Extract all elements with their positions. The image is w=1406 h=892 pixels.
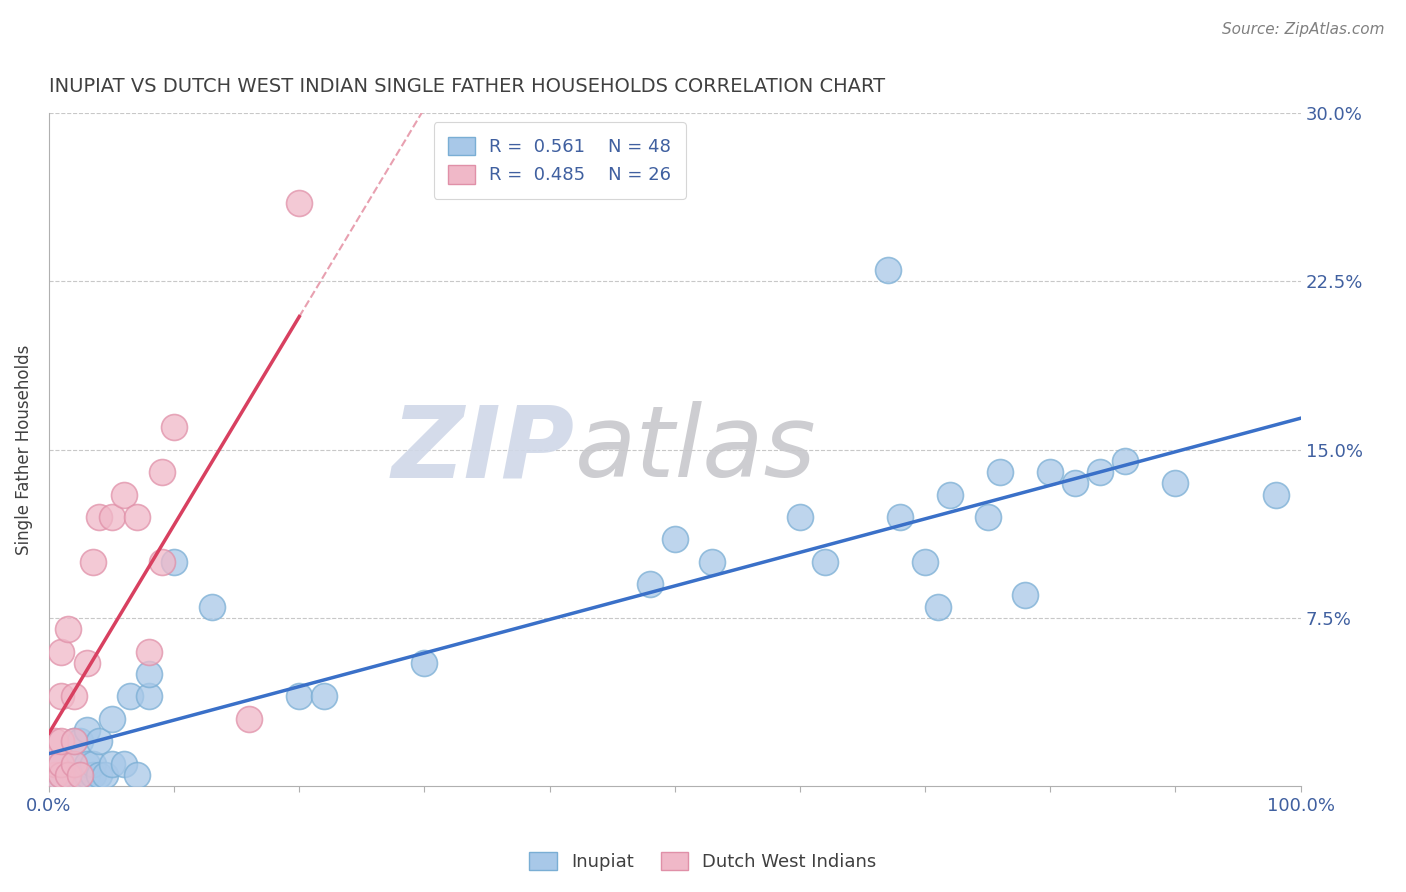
Point <box>876 263 898 277</box>
Point <box>702 555 724 569</box>
Point <box>87 768 110 782</box>
Point <box>87 510 110 524</box>
Point <box>1090 465 1112 479</box>
Point <box>927 599 949 614</box>
Point <box>914 555 936 569</box>
Text: Source: ZipAtlas.com: Source: ZipAtlas.com <box>1222 22 1385 37</box>
Point <box>82 555 104 569</box>
Text: INUPIAT VS DUTCH WEST INDIAN SINGLE FATHER HOUSEHOLDS CORRELATION CHART: INUPIAT VS DUTCH WEST INDIAN SINGLE FATH… <box>49 78 886 96</box>
Point <box>76 768 98 782</box>
Point <box>69 768 91 782</box>
Point <box>56 622 79 636</box>
Point <box>288 690 311 704</box>
Point <box>1014 589 1036 603</box>
Point <box>51 690 73 704</box>
Legend: Inupiat, Dutch West Indians: Inupiat, Dutch West Indians <box>522 845 884 879</box>
Point <box>150 465 173 479</box>
Point <box>44 768 66 782</box>
Point <box>288 196 311 211</box>
Point <box>163 420 186 434</box>
Point <box>100 510 122 524</box>
Point <box>94 768 117 782</box>
Text: atlas: atlas <box>575 401 817 499</box>
Point <box>1064 476 1087 491</box>
Point <box>51 768 73 782</box>
Point <box>638 577 661 591</box>
Point <box>51 734 73 748</box>
Point <box>988 465 1011 479</box>
Point <box>413 656 436 670</box>
Y-axis label: Single Father Households: Single Father Households <box>15 344 32 555</box>
Point <box>814 555 837 569</box>
Point <box>163 555 186 569</box>
Point <box>63 756 86 771</box>
Point <box>125 510 148 524</box>
Point <box>939 487 962 501</box>
Point <box>150 555 173 569</box>
Point <box>76 656 98 670</box>
Point <box>1114 454 1136 468</box>
Point <box>100 756 122 771</box>
Point <box>789 510 811 524</box>
Point <box>51 768 73 782</box>
Text: ZIP: ZIP <box>392 401 575 499</box>
Point <box>63 734 86 748</box>
Point <box>87 734 110 748</box>
Point <box>100 712 122 726</box>
Point <box>201 599 224 614</box>
Point <box>63 690 86 704</box>
Point <box>314 690 336 704</box>
Point <box>63 768 86 782</box>
Point <box>1039 465 1062 479</box>
Point <box>51 644 73 658</box>
Point <box>69 768 91 782</box>
Point <box>112 487 135 501</box>
Point <box>82 768 104 782</box>
Point <box>63 756 86 771</box>
Point <box>238 712 260 726</box>
Point <box>664 533 686 547</box>
Point <box>44 756 66 771</box>
Legend: R =  0.561    N = 48, R =  0.485    N = 26: R = 0.561 N = 48, R = 0.485 N = 26 <box>433 122 686 199</box>
Point <box>76 723 98 737</box>
Point <box>56 768 79 782</box>
Point <box>76 756 98 771</box>
Point <box>63 734 86 748</box>
Point <box>889 510 911 524</box>
Point <box>82 756 104 771</box>
Point <box>51 756 73 771</box>
Point <box>977 510 1000 524</box>
Point <box>44 768 66 782</box>
Point <box>51 756 73 771</box>
Point <box>138 690 160 704</box>
Point <box>56 768 79 782</box>
Point <box>112 756 135 771</box>
Point <box>69 734 91 748</box>
Point <box>44 734 66 748</box>
Point <box>1264 487 1286 501</box>
Point <box>138 644 160 658</box>
Point <box>1164 476 1187 491</box>
Point <box>125 768 148 782</box>
Point <box>120 690 142 704</box>
Point <box>138 667 160 681</box>
